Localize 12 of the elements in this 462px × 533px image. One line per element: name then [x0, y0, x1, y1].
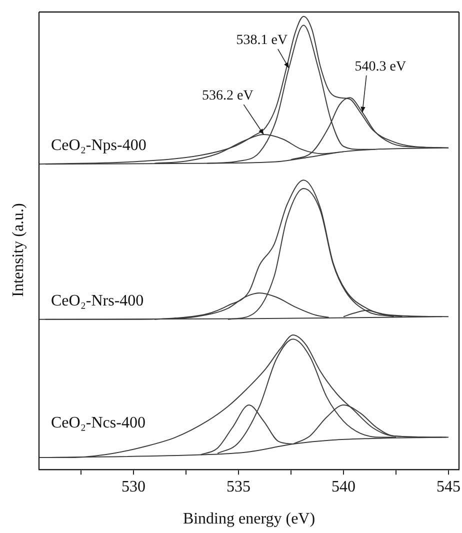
annotation: CeO₂-Nps-400	[51, 137, 146, 154]
x-tick-label: 540	[332, 478, 356, 496]
annotation: 540.3 eV	[354, 59, 406, 74]
annotation: 538.1 eV	[236, 33, 288, 48]
annotation: CeO₂-Nrs-400	[51, 292, 144, 310]
x-tick-label: 530	[122, 478, 146, 496]
x-tick-label: 545	[436, 478, 460, 496]
annotation: 536.2 eV	[202, 88, 254, 104]
y-axis-title: Intensity (a.u.)	[10, 202, 28, 296]
x-axis-title: Binding energy (eV)	[182, 510, 316, 528]
annotation: CeO₂-Ncs-400	[51, 414, 146, 432]
x-tick-label: 535	[226, 478, 250, 496]
